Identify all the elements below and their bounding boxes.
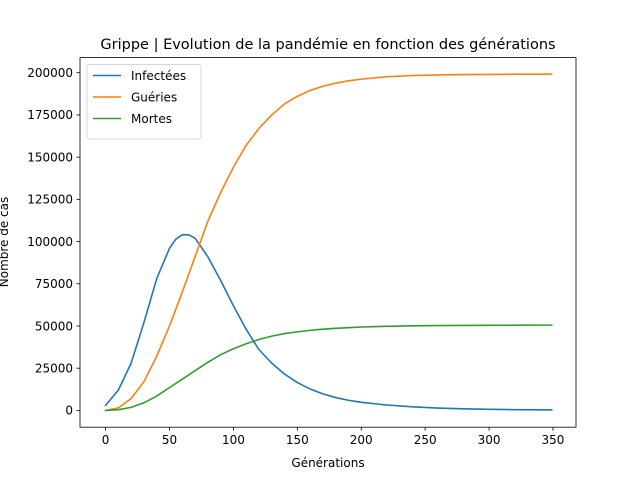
series-line-3 [104,324,553,412]
legend-label: Infectées [131,69,186,83]
x-tick-label: 300 [478,433,501,447]
x-tick-label: 200 [350,433,373,447]
plot-area [79,57,577,428]
y-tick-label: 100000 [27,235,73,249]
x-tick-label: 350 [542,433,565,447]
x-tick-label: 250 [414,433,437,447]
series-line-2 [104,73,553,412]
y-tick-label: 125000 [27,193,73,207]
y-axis-ticks: 0 25000 50000 75000 100000 125000 150000 175000… [27,66,80,418]
x-tick-label: 0 [102,433,110,447]
y-tick-label: 200000 [27,66,73,80]
x-axis-ticks: 0 50 100 150 200 250 300 350 [102,427,565,447]
chart-title: Grippe | Evolution de la pandémie en fon… [100,37,555,53]
legend: Infectées Guéries Mortes [86,64,202,140]
legend-label: Mortes [131,112,172,126]
y-axis-label: Nombre de cas [0,197,11,288]
x-tick-label: 50 [162,433,177,447]
y-tick-label: 50000 [35,319,73,333]
legend-label: Guéries [131,90,177,104]
x-axis-label: Générations [291,456,364,470]
series-line-1 [104,234,553,411]
plot-frame [79,57,577,428]
y-tick-label: 150000 [27,150,73,164]
y-tick-label: 75000 [35,277,73,291]
series-group [104,73,553,412]
x-tick-label: 150 [286,433,309,447]
y-tick-label: 25000 [35,361,73,375]
x-tick-label: 100 [222,433,245,447]
y-tick-label: 0 [65,404,73,418]
legend-box [86,64,202,140]
y-tick-label: 175000 [27,108,73,122]
